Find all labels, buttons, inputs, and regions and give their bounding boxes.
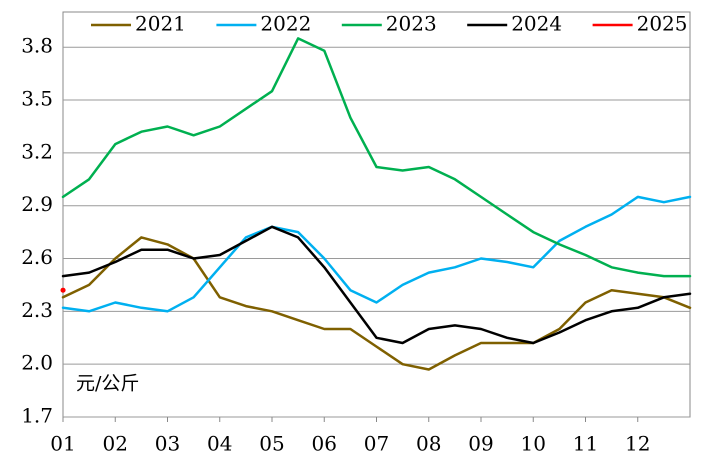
- x-tick-label: 07: [364, 432, 389, 456]
- x-tick-label: 06: [312, 432, 337, 456]
- x-tick-label: 09: [468, 432, 493, 456]
- x-tick-label: 02: [103, 432, 128, 456]
- y-tick-label: 2.6: [21, 245, 53, 269]
- legend-label: 2023: [386, 12, 437, 36]
- plot-frame: [62, 11, 691, 418]
- x-tick-label: 01: [50, 432, 75, 456]
- x-tick-label: 05: [259, 432, 284, 456]
- series-line: [61, 236, 692, 371]
- x-tick-label: 03: [155, 432, 180, 456]
- legend-label: 2021: [135, 12, 186, 36]
- x-tick-label: 10: [521, 432, 546, 456]
- y-tick-label: 3.5: [21, 87, 53, 111]
- y-tick-label: 1.7: [21, 404, 53, 428]
- x-tick-label: 08: [416, 432, 441, 456]
- y-tick-label: 2.3: [21, 298, 53, 322]
- series-line: [61, 225, 692, 345]
- x-tick-label: 04: [207, 432, 232, 456]
- y-tick-label: 3.8: [21, 34, 53, 58]
- series-line: [61, 195, 692, 313]
- x-tick-label: 12: [625, 432, 650, 456]
- x-tick-label: 11: [573, 432, 598, 456]
- legend-label: 2022: [260, 12, 311, 36]
- unit-annotation: 元/公斤: [76, 373, 139, 395]
- legend-label: 2025: [637, 12, 688, 36]
- series-line: [61, 37, 692, 278]
- y-tick-label: 2.0: [21, 351, 53, 375]
- y-tick-label: 3.2: [21, 139, 53, 163]
- legend-label: 2024: [511, 12, 562, 36]
- y-tick-label: 2.9: [21, 192, 53, 216]
